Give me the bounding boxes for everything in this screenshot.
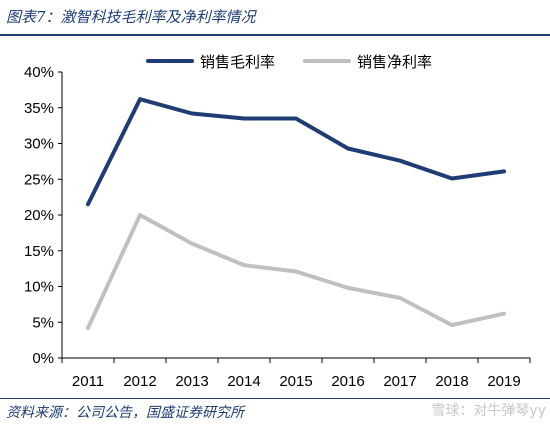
y-tick-label: 35% xyxy=(24,100,54,117)
legend: 销售毛利率 销售净利率 xyxy=(146,53,432,71)
y-tick-label: 5% xyxy=(32,314,54,331)
legend-label-2: 销售净利率 xyxy=(357,53,432,71)
y-tick-label: 20% xyxy=(24,207,54,224)
chart-axes xyxy=(58,71,531,363)
source-note: 资料来源：公司公告，国盛证券研究所 xyxy=(6,405,244,421)
y-tick-label: 10% xyxy=(24,279,54,296)
x-tick-label: 2018 xyxy=(435,373,468,390)
x-tick-labels: 2011 2012 2013 2014 2015 2016 2017 2018 2019 xyxy=(72,373,521,390)
x-tick-label: 2012 xyxy=(123,373,156,390)
y-tick-label: 0% xyxy=(32,350,54,367)
y-tick-label: 30% xyxy=(24,136,54,153)
x-tick-label: 2011 xyxy=(72,373,104,390)
y-tick-label: 25% xyxy=(24,171,54,188)
watermark: 雪球：对牛弹琴yy xyxy=(431,403,546,419)
chart-title: 图表7：激智科技毛利率及净利率情况 xyxy=(6,8,256,26)
series-line-1 xyxy=(86,97,506,207)
title-divider xyxy=(0,34,550,36)
legend-label-1: 销售毛利率 xyxy=(200,53,275,71)
y-tick-label: 40% xyxy=(24,64,54,81)
x-tick-label: 2014 xyxy=(227,373,260,390)
x-tick-label: 2019 xyxy=(487,373,520,390)
y-tick-labels: 0% 5% 10% 15% 20% 25% 30% 35% 40% xyxy=(24,64,54,367)
footer-divider xyxy=(0,398,550,399)
y-tick-label: 15% xyxy=(24,243,54,260)
x-tick-label: 2016 xyxy=(331,373,364,390)
x-tick-label: 2017 xyxy=(383,373,416,390)
x-tick-label: 2013 xyxy=(175,373,208,390)
x-tick-label: 2015 xyxy=(279,373,312,390)
series-lines xyxy=(86,97,506,330)
